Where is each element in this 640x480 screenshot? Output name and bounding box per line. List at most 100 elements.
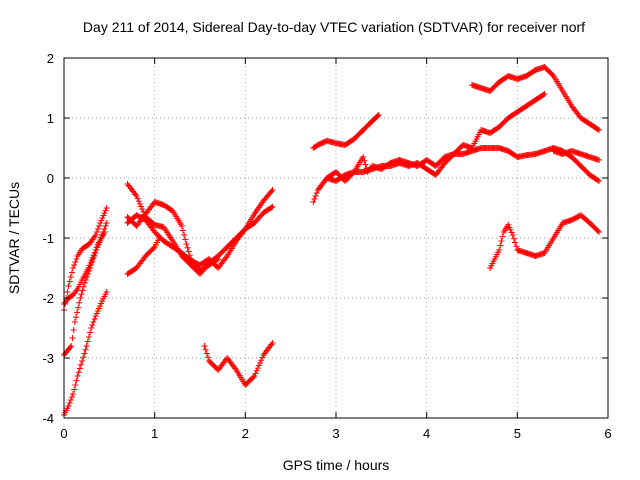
series-trace-11 — [310, 91, 548, 205]
data-point-marker — [89, 322, 96, 328]
grid — [64, 58, 608, 418]
data-point-marker — [250, 374, 257, 381]
data-point-marker — [73, 377, 80, 384]
data-point-marker — [83, 274, 90, 280]
data-point-marker — [540, 91, 547, 98]
data-point-marker — [595, 157, 602, 163]
y-tick-label: -3 — [42, 351, 54, 366]
data-point-marker — [90, 256, 97, 262]
data-point-marker — [78, 291, 85, 298]
data-point-marker — [66, 400, 73, 406]
data-point-marker — [362, 161, 369, 168]
data-point-marker — [269, 203, 276, 210]
data-point-marker — [133, 193, 140, 199]
data-point-marker — [509, 232, 516, 238]
data-point-marker — [72, 382, 79, 388]
data-point-marker — [257, 359, 264, 366]
data-point-marker — [180, 227, 186, 234]
data-point-marker — [103, 289, 110, 295]
data-point-marker — [86, 268, 93, 274]
data-point-marker — [361, 157, 368, 164]
y-tick-label: -2 — [42, 291, 54, 306]
data-point-marker — [156, 235, 163, 241]
data-point-marker — [69, 335, 76, 341]
data-point-marker — [81, 280, 88, 286]
data-point-marker — [101, 229, 108, 235]
data-point-marker — [76, 299, 83, 306]
data-point-marker — [499, 233, 506, 240]
data-point-marker — [505, 221, 512, 228]
data-point-marker — [594, 126, 601, 133]
data-point-marker — [71, 319, 78, 325]
series-trace-4 — [61, 289, 110, 418]
data-marks — [61, 64, 602, 418]
data-point-marker — [186, 252, 193, 259]
data-point-marker — [594, 227, 601, 234]
data-point-marker — [312, 193, 319, 199]
data-point-marker — [90, 319, 97, 325]
x-tick-label: 2 — [242, 426, 249, 441]
data-point-marker — [595, 229, 602, 235]
data-point-marker — [75, 304, 82, 311]
x-tick-label: 4 — [423, 426, 430, 441]
y-tick-label: 1 — [47, 111, 54, 126]
x-tick-label: 3 — [332, 426, 339, 441]
data-point-marker — [269, 340, 276, 346]
chart-title: Day 211 of 2014, Sidereal Day-to-day VTE… — [83, 19, 585, 35]
data-point-marker — [67, 344, 74, 351]
data-point-marker — [71, 386, 78, 393]
data-point-marker — [87, 329, 94, 336]
data-point-marker — [88, 262, 95, 268]
data-point-marker — [136, 200, 143, 207]
data-point-marker — [73, 256, 80, 262]
data-point-marker — [81, 350, 88, 357]
data-point-marker — [255, 362, 262, 369]
data-point-marker — [91, 316, 98, 322]
data-point-marker — [360, 154, 367, 160]
data-point-marker — [67, 274, 74, 280]
data-point-marker — [102, 223, 109, 229]
data-point-marker — [74, 309, 81, 316]
data-point-marker — [251, 373, 258, 379]
data-point-marker — [79, 358, 86, 364]
data-point-marker — [512, 239, 519, 246]
data-point-marker — [182, 236, 189, 243]
data-point-marker — [93, 229, 100, 235]
data-point-marker — [374, 113, 381, 119]
data-point-marker — [92, 250, 99, 256]
series-trace-10 — [310, 112, 382, 151]
data-point-marker — [269, 187, 276, 193]
data-point-marker — [72, 314, 79, 321]
data-point-marker — [253, 367, 260, 374]
data-point-marker — [541, 91, 548, 97]
series-trace-13 — [469, 64, 602, 133]
axis-ticks: 0 1 2 3 4 5 6 -4 -3 -2 -1 0 1 2 — [42, 51, 611, 441]
series-trace-14 — [550, 148, 602, 163]
data-point-marker — [93, 247, 100, 253]
data-point-marker — [75, 369, 82, 376]
data-point-marker — [313, 190, 320, 196]
data-point-marker — [510, 235, 517, 242]
data-point-marker — [85, 334, 92, 340]
data-point-marker — [85, 271, 92, 277]
data-point-marker — [595, 127, 602, 133]
data-point-marker — [91, 253, 98, 259]
data-point-marker — [268, 188, 275, 195]
data-point-marker — [141, 211, 148, 218]
data-point-marker — [375, 112, 382, 118]
data-point-marker — [68, 394, 75, 400]
data-point-marker — [258, 357, 265, 364]
data-point-marker — [76, 365, 83, 372]
data-point-marker — [181, 232, 188, 238]
data-point-marker — [203, 350, 210, 357]
data-point-marker — [68, 269, 75, 276]
series-trace-8 — [124, 235, 163, 277]
data-point-marker — [135, 198, 142, 205]
data-point-marker — [139, 206, 146, 213]
data-point-marker — [252, 370, 259, 377]
data-point-marker — [66, 278, 73, 285]
data-point-marker — [78, 361, 84, 368]
data-point-marker — [184, 244, 191, 251]
data-point-marker — [513, 243, 520, 250]
